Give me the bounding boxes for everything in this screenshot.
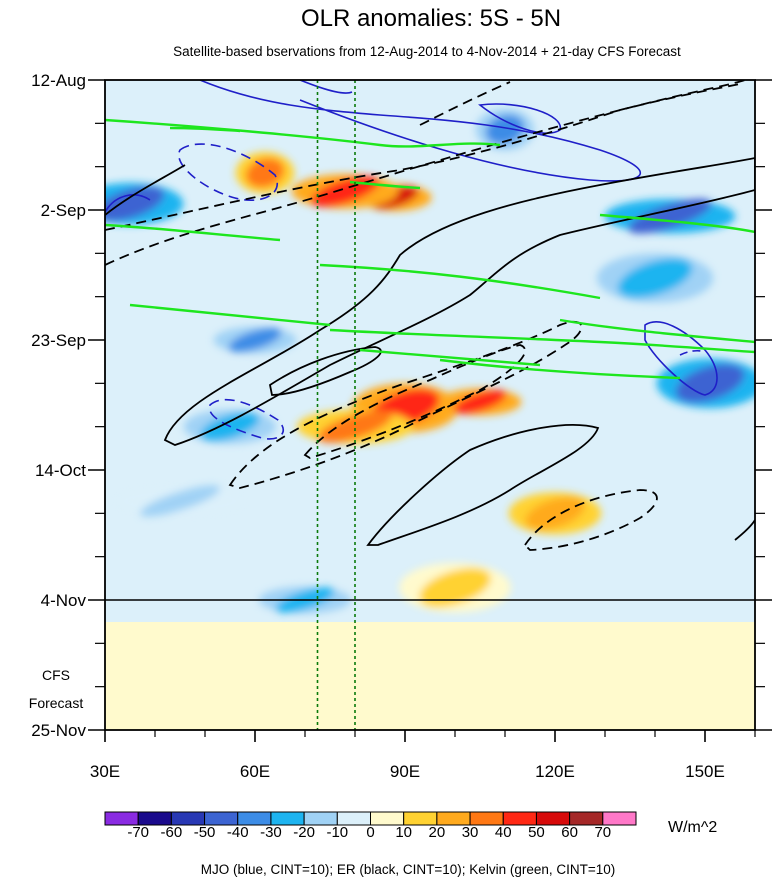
x-tick-label: 30E xyxy=(90,762,120,781)
colorbar-label: 30 xyxy=(462,824,479,841)
colorbar-label: -60 xyxy=(161,824,183,841)
er-contour xyxy=(366,424,600,546)
colorbar: -70 -60 -50 -40 -30 -20 -10 0 10 20 30 40 50 60 70 xyxy=(104,811,637,841)
anomaly-blob xyxy=(525,496,585,530)
colorbar-label: -10 xyxy=(326,824,348,841)
mjo-contour-dashed xyxy=(208,398,284,440)
y-tick-label: 2-Sep xyxy=(41,201,86,220)
colorbar-label: -40 xyxy=(227,824,249,841)
colorbar-label: -30 xyxy=(260,824,282,841)
colorbar-label: 10 xyxy=(395,824,412,841)
plot-area xyxy=(105,80,755,730)
kelvin-contour xyxy=(349,180,421,190)
mjo-contour xyxy=(105,194,151,213)
contour-legend-footer: MJO (blue, CINT=10); ER (black, CINT=10)… xyxy=(201,862,616,877)
kelvin-contour xyxy=(439,358,681,380)
y-tick-label: 12-Aug xyxy=(31,71,86,90)
colorbar-label: 20 xyxy=(429,824,446,841)
forecast-region xyxy=(105,622,755,730)
anomaly-blob xyxy=(317,410,393,443)
kelvin-contour xyxy=(129,303,331,327)
chart-title: OLR anomalies: 5S - 5N xyxy=(301,5,561,32)
anomaly-blob xyxy=(628,198,712,234)
kelvin-contour xyxy=(169,126,241,133)
anomaly-blob xyxy=(453,389,507,414)
axes: 12-Aug 2-Sep 23-Sep 14-Oct 4-Nov 25-Nov 30E 60E… xyxy=(31,71,772,781)
colorbar-label: -20 xyxy=(293,824,315,841)
chart-subtitle: Satellite-based bservations from 12-Aug-… xyxy=(173,44,681,59)
mjo-contour-dashed xyxy=(177,143,278,202)
mjo-contour xyxy=(199,80,641,182)
anomaly-blob xyxy=(617,258,693,298)
x-tick-label: 120E xyxy=(535,762,575,781)
er-contour xyxy=(268,346,382,396)
kelvin-contour xyxy=(559,318,755,344)
x-tick-label: 150E xyxy=(685,762,725,781)
anomaly-blob xyxy=(485,114,525,145)
plot-frame xyxy=(104,79,756,731)
mjo-contour xyxy=(644,321,718,396)
er-contour-dashed xyxy=(228,320,583,489)
mjo-contour xyxy=(299,80,353,94)
colorbar-label: -50 xyxy=(194,824,216,841)
colorbar-label: 70 xyxy=(594,824,611,841)
y-tick-label: 23-Sep xyxy=(31,331,86,350)
colorbar-label: 40 xyxy=(495,824,512,841)
kelvin-contour xyxy=(359,348,541,367)
mjo-contour-dashed xyxy=(679,349,706,356)
er-contour-dashed xyxy=(419,81,511,126)
x-tick-label: 90E xyxy=(390,762,420,781)
er-contour-dashed xyxy=(105,83,741,231)
anomaly-blob xyxy=(675,364,745,403)
x-tick-label: 60E xyxy=(240,762,270,781)
kelvin-contour xyxy=(599,213,755,234)
kelvin-contour xyxy=(105,118,501,148)
anomaly-blob xyxy=(105,186,165,222)
colorbar-swatch xyxy=(602,811,637,826)
anomaly-blob xyxy=(228,327,282,353)
y-tick-label: 25-Nov xyxy=(31,721,86,740)
kelvin-contour xyxy=(319,263,601,300)
er-contour-dashed xyxy=(523,489,658,551)
er-contour-dashed xyxy=(303,344,526,459)
kelvin-contour xyxy=(329,328,755,354)
colorbar-label: 50 xyxy=(528,824,545,841)
colorbar-units: W/m^2 xyxy=(668,819,717,836)
y-tick-label: 4-Nov xyxy=(41,591,87,610)
reference-lines xyxy=(316,80,356,730)
anomaly-blob xyxy=(139,485,221,517)
colorbar-label: 0 xyxy=(366,824,374,841)
er-contour xyxy=(105,164,186,216)
mjo-contours xyxy=(105,80,718,440)
anomaly-blob xyxy=(245,158,285,188)
forecast-label-line-2: Forecast xyxy=(29,695,84,711)
colorbar-label: -70 xyxy=(127,824,149,841)
anomaly-blob xyxy=(419,568,491,608)
kelvin-contours xyxy=(105,118,755,380)
y-tick-label: 14-Oct xyxy=(35,461,86,480)
forecast-label-line-1: CFS xyxy=(42,667,70,683)
kelvin-contour xyxy=(105,223,281,242)
colorbar-label: 60 xyxy=(561,824,578,841)
